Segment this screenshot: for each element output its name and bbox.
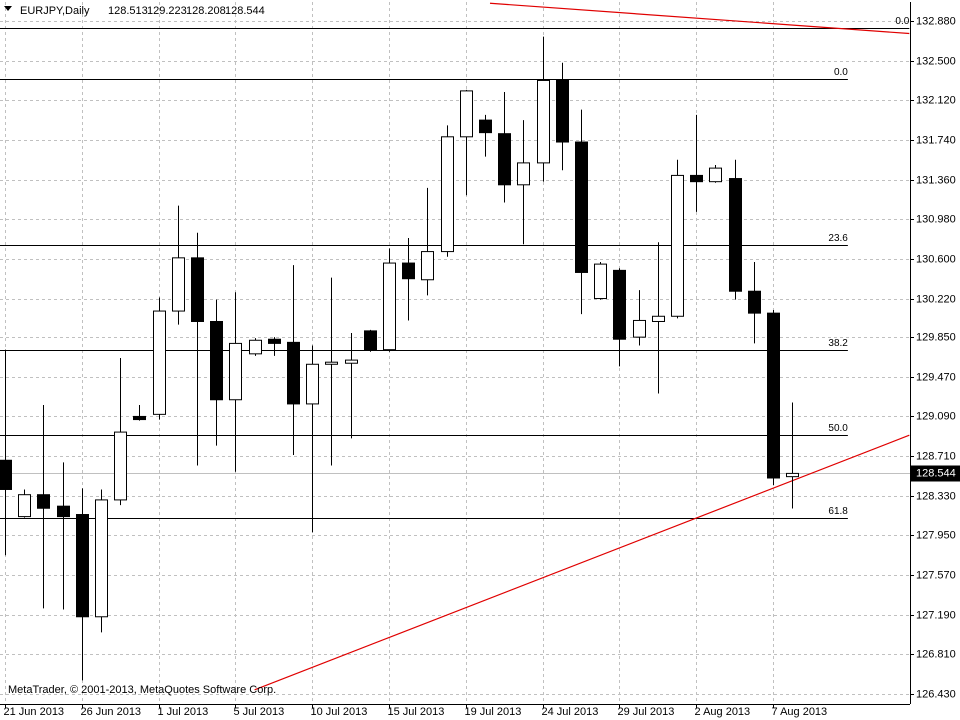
- current-price-label: 128.544: [916, 467, 956, 479]
- y-tick-label: 132.880: [916, 15, 956, 27]
- header-close: 128.544: [225, 5, 265, 17]
- header-open: 128.513: [108, 5, 148, 17]
- y-tick-label: 127.570: [916, 569, 956, 581]
- y-tick-label: 126.430: [916, 688, 956, 700]
- y-tick-label: 131.740: [916, 134, 956, 146]
- y-tick-label: 132.500: [916, 55, 956, 67]
- candle-body: [153, 310, 166, 415]
- candle-body: [556, 79, 569, 143]
- candle-body: [441, 136, 454, 253]
- y-tick-label: 128.710: [916, 450, 956, 462]
- candle-body: [172, 257, 185, 312]
- candle-body: [210, 320, 223, 401]
- candle-body: [364, 330, 377, 351]
- candle-body: [729, 178, 742, 292]
- y-tick-label: 131.360: [916, 174, 956, 186]
- candle-body: [268, 338, 281, 344]
- candle-body: [479, 119, 492, 134]
- candle-body: [76, 514, 89, 618]
- candle-body: [767, 312, 780, 479]
- candle-body: [748, 290, 761, 314]
- candle-body: [191, 257, 204, 322]
- y-tick-label: 129.090: [916, 410, 956, 422]
- candle-body: [345, 359, 358, 364]
- x-tick-label: 2 Aug 2013: [695, 706, 751, 718]
- candle-body: [613, 269, 626, 340]
- candle-body: [18, 494, 31, 518]
- trend-line: [489, 2, 910, 35]
- candle-body: [421, 251, 434, 281]
- y-tick-label: 132.120: [916, 94, 956, 106]
- x-tick-label: 15 Jul 2013: [388, 706, 445, 718]
- candle-body: [690, 174, 703, 183]
- fib-label: 23.6: [828, 233, 848, 244]
- candle-body: [517, 162, 530, 186]
- trend-line: [254, 434, 910, 691]
- x-tick-label: 7 Aug 2013: [772, 706, 828, 718]
- y-tick-label: 130.600: [916, 253, 956, 265]
- x-tick-label: 24 Jul 2013: [542, 706, 599, 718]
- candle-body: [786, 472, 799, 478]
- y-tick-label: 128.330: [916, 490, 956, 502]
- header-low: 128.208: [186, 5, 226, 17]
- fib-label: 0.0: [895, 16, 909, 27]
- fib-label: 50.0: [828, 423, 848, 434]
- candle-body: [460, 90, 473, 138]
- fib-label: 38.2: [828, 338, 848, 349]
- candle-body: [95, 499, 108, 618]
- candle-body: [325, 361, 338, 365]
- x-tick-label: 10 Jul 2013: [311, 706, 368, 718]
- current-price-box: [911, 465, 960, 482]
- candle-body: [114, 431, 127, 501]
- symbol: EURJPY,Daily: [20, 5, 90, 17]
- candle-body: [383, 262, 396, 351]
- candle-body: [709, 167, 722, 183]
- candle-body: [575, 141, 588, 273]
- candle-body: [249, 339, 262, 355]
- menu-triangle[interactable]: [4, 6, 12, 11]
- candle-body: [133, 415, 146, 421]
- candle-body: [652, 315, 665, 322]
- candle-body: [0, 459, 12, 490]
- y-tick-label: 130.220: [916, 293, 956, 305]
- y-tick-label: 127.190: [916, 609, 956, 621]
- candle-body: [594, 263, 607, 300]
- candle-body: [498, 133, 511, 186]
- candle-body: [306, 363, 319, 405]
- y-tick-label: 127.950: [916, 529, 956, 541]
- fib-label: 61.8: [828, 506, 848, 517]
- y-tick-label: 129.470: [916, 371, 956, 383]
- header-high: 129.223: [147, 5, 187, 17]
- y-tick-label: 130.980: [916, 213, 956, 225]
- x-tick-label: 5 Jul 2013: [234, 706, 285, 718]
- candle-body: [287, 341, 300, 405]
- candle-body: [537, 79, 550, 164]
- x-tick-label: 26 Jun 2013: [81, 706, 142, 718]
- candle-body: [229, 342, 242, 401]
- copyright: MetaTrader, © 2001-2013, MetaQuotes Soft…: [8, 684, 276, 696]
- y-tick-label: 129.850: [916, 331, 956, 343]
- x-tick-label: 1 Jul 2013: [158, 706, 209, 718]
- x-tick-label: 21 Jun 2013: [4, 706, 65, 718]
- x-tick-label: 19 Jul 2013: [465, 706, 522, 718]
- candle-body: [402, 262, 415, 280]
- candle-body: [633, 319, 646, 338]
- fib-label: 0.0: [834, 67, 848, 78]
- y-tick-label: 126.810: [916, 648, 956, 660]
- candle-body: [671, 174, 684, 317]
- candle-body: [37, 494, 50, 509]
- x-tick-label: 29 Jul 2013: [618, 706, 675, 718]
- candle-body: [57, 505, 70, 518]
